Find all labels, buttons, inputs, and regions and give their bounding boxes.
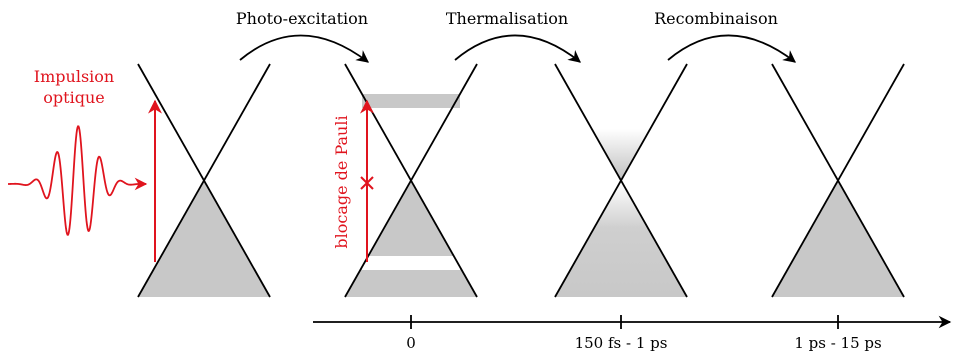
pauli-label: blocage de Pauli <box>332 115 351 248</box>
pulse-label-line2: optique <box>43 88 104 107</box>
recombinaison-label: Recombinaison <box>654 9 778 28</box>
thermalisation-label: Thermalisation <box>446 9 568 28</box>
thermalisation-arrow <box>454 34 581 63</box>
time-tick-label-1: 150 fs - 1 ps <box>575 334 668 352</box>
time-tick-label-0: 0 <box>406 334 416 352</box>
cone-initial-valence-fill <box>138 182 270 297</box>
pauli-cross-b <box>360 176 374 190</box>
excited-electron-band <box>362 94 460 108</box>
cone-photoexcited: blocage de Pauli <box>332 63 478 298</box>
photoexcitation-label: Photo-excitation <box>236 9 368 28</box>
pulse-label-line1: Impulsion <box>34 67 114 86</box>
cone-recombined-valence-fill <box>772 182 904 297</box>
time-tick-label-2: 1 ps - 15 ps <box>794 334 881 352</box>
recombinaison-arrow <box>667 34 796 63</box>
hole-band <box>362 256 460 270</box>
cone-thermalised-upper-fill <box>555 64 687 182</box>
optical-pulse-wave <box>7 125 148 236</box>
cone-recombined <box>771 63 905 298</box>
photoexcitation-arrow <box>239 34 370 63</box>
cone-thermalised-lower-fill <box>555 182 687 297</box>
cone-photoexcited-valence-fill <box>345 182 477 297</box>
cone-thermalised <box>554 63 688 298</box>
cone-initial <box>137 63 271 298</box>
